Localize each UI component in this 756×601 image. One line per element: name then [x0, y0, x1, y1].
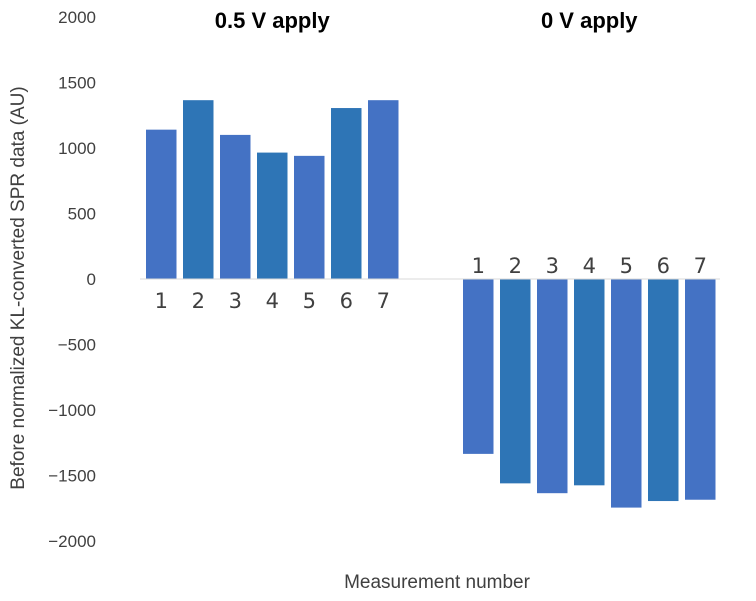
y-tick-label: 1500 [58, 74, 96, 93]
x-axis-label: Measurement number [344, 572, 531, 593]
y-axis-ticks: 2000 1500 1000 500 0 −500 −1000 −1500 −2000 [48, 8, 96, 551]
category-label: 3 [229, 289, 242, 313]
bar [537, 279, 568, 494]
category-label: 5 [620, 254, 633, 278]
bar [574, 279, 605, 486]
y-axis-label: Before normalized KL-converted SPR data … [8, 86, 29, 489]
bar [331, 108, 362, 279]
bar [294, 155, 325, 279]
bar [611, 279, 642, 508]
category-label: 7 [377, 289, 390, 313]
y-tick-label: −500 [58, 336, 96, 355]
category-label: 5 [303, 289, 316, 313]
group-titles: 0.5 V apply 0 V apply [215, 8, 639, 33]
group-title: 0 V apply [541, 8, 638, 33]
bar [183, 100, 214, 279]
y-tick-label: 2000 [58, 8, 96, 27]
category-labels: 1 2 3 4 5 6 71 2 3 4 5 6 7 [155, 254, 707, 313]
category-label: 1 [472, 254, 485, 278]
y-tick-label: −2000 [48, 532, 96, 551]
category-label: 4 [266, 289, 279, 313]
bar [463, 279, 494, 454]
category-label: 6 [340, 289, 353, 313]
category-label: 4 [583, 254, 596, 278]
group-title: 0.5 V apply [215, 8, 331, 33]
y-tick-label: −1000 [48, 401, 96, 420]
y-tick-label: 0 [87, 270, 96, 289]
category-label: 6 [657, 254, 670, 278]
bar [500, 279, 531, 484]
y-tick-label: −1500 [48, 467, 96, 486]
category-label: 7 [694, 254, 707, 278]
bars [146, 100, 716, 508]
bar [685, 279, 716, 500]
bar [257, 152, 288, 279]
bar [648, 279, 679, 502]
category-label: 2 [509, 254, 522, 278]
y-tick-label: 500 [68, 205, 96, 224]
category-label: 1 [155, 289, 168, 313]
bar [368, 100, 399, 279]
category-label: 2 [192, 289, 205, 313]
bar [220, 134, 251, 279]
bar [146, 129, 177, 279]
category-label: 3 [546, 254, 559, 278]
y-tick-label: 1000 [58, 139, 96, 158]
